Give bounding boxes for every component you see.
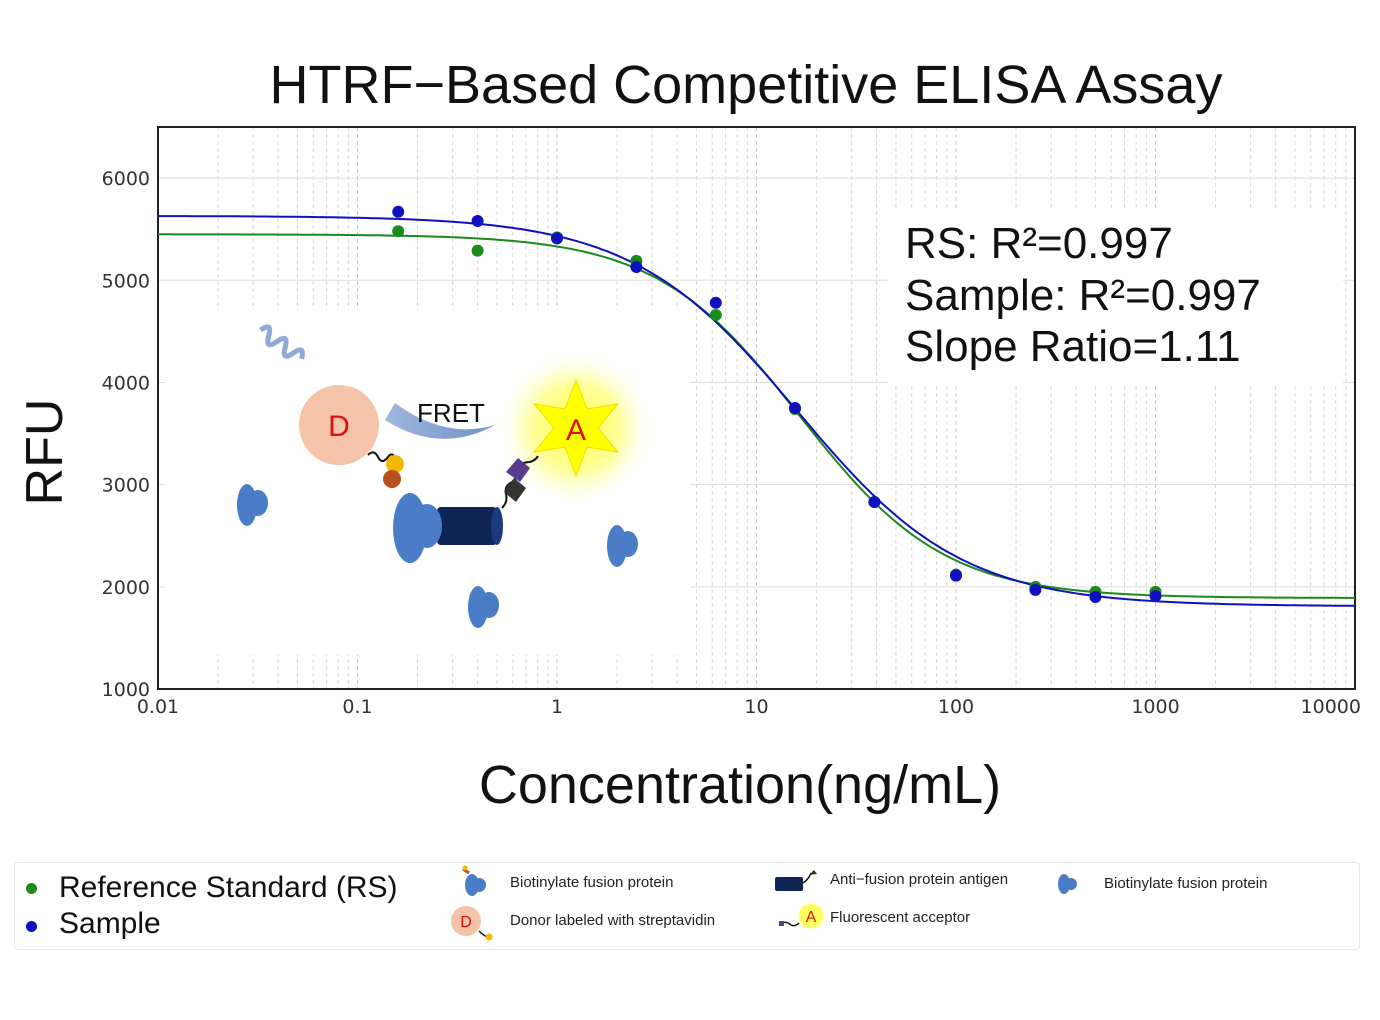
y-tick-label: 6000: [102, 168, 150, 190]
svg-text:A: A: [806, 909, 817, 926]
y-tick-label: 1000: [102, 679, 150, 701]
streptavidin-icon: [383, 470, 401, 488]
donor-circle-icon: [299, 385, 379, 465]
legend-sample-marker: [26, 921, 37, 932]
data-points: [392, 205, 1162, 604]
fret-arrow-icon: [385, 403, 495, 439]
legend-item-biotinylate-2: Biotinylate fusion protein: [1104, 875, 1268, 892]
x-tick-label: 10: [744, 696, 768, 718]
donor-legend-icon: D: [451, 906, 493, 941]
antigen-legend-icon: [775, 870, 817, 891]
sample-data-point: [392, 205, 405, 218]
stats-backdrop: [888, 208, 1343, 386]
y-axis-label: RFU: [16, 399, 74, 506]
legend-rs-marker: [26, 883, 37, 894]
fret-illustration: D FRET A: [165, 310, 690, 655]
sample-data-point: [630, 260, 643, 273]
legend-rs-label: Reference Standard (RS): [59, 871, 398, 904]
acceptor-tag-icon: [506, 458, 530, 482]
linker-left-icon: [367, 451, 397, 462]
y-tick-label: 5000: [102, 270, 150, 292]
acceptor-legend-icon: A: [779, 899, 828, 933]
chart-title: HTRF−Based Competitive ELISA Assay: [270, 55, 1223, 115]
antigen-bar-end-icon: [491, 507, 503, 545]
acceptor-letter: A: [566, 414, 586, 447]
sample-data-point: [1089, 591, 1102, 604]
excitation-wave-icon: [259, 324, 305, 360]
antibody-tag-icon: [504, 478, 526, 502]
stats-sample: Sample: R²=0.997: [905, 271, 1261, 320]
legend-item-acceptor: Fluorescent acceptor: [830, 909, 971, 926]
y-tick-label: 4000: [102, 372, 150, 394]
stats-slope-ratio: Slope Ratio=1.11: [905, 322, 1241, 371]
sample-data-point: [868, 496, 881, 509]
fusion-protein-icon: [237, 484, 268, 526]
donor-letter: D: [328, 410, 350, 443]
rs-data-point: [392, 225, 405, 238]
sample-data-point: [789, 402, 802, 414]
y-tick-label: 3000: [102, 475, 150, 497]
sample-data-point: [950, 569, 962, 582]
x-tick-label: 0.1: [342, 696, 372, 718]
svg-text:D: D: [460, 914, 472, 931]
fusion-protein-icon: [468, 586, 499, 628]
sample-data-point: [1149, 590, 1162, 603]
legend-sample-label: Sample: [59, 907, 161, 940]
x-axis-label: Concentration(ng/mL): [479, 755, 1001, 815]
x-tick-labels: 0.01 0.1 1 10 100 1000 10000: [137, 696, 1361, 718]
x-tick-label: 0.01: [137, 696, 179, 718]
antigen-bar-icon: [437, 507, 497, 545]
x-tick-label: 1000: [1131, 696, 1179, 718]
fret-label: FRET: [417, 398, 485, 428]
acceptor-star-icon: [533, 378, 619, 478]
y-tick-label: 2000: [102, 577, 150, 599]
legend-item-biotinylate: Biotinylate fusion protein: [510, 874, 674, 891]
x-tick-label: 1: [551, 696, 563, 718]
y-tick-labels: 1000 2000 3000 4000 5000 6000: [102, 168, 150, 701]
legend-item-antigen: Anti−fusion protein antigen: [830, 871, 1009, 888]
fusion-protein-large-icon: [393, 493, 442, 563]
sample-data-point: [471, 215, 484, 228]
sample-data-point: [551, 232, 563, 245]
sample-data-point: [1029, 583, 1042, 596]
fusion-protein-icon: [607, 525, 638, 567]
sample-data-point: [709, 296, 722, 309]
rs-data-point: [471, 244, 484, 257]
stats-rs: RS: R²=0.997: [905, 219, 1173, 268]
biotin-fusion-icon: [462, 865, 486, 896]
biotin-icon: [386, 455, 404, 473]
legend: Reference Standard (RS) Sample Biotinyla…: [14, 862, 1360, 950]
chart: HTRF−Based Competitive ELISA Assay 1000 2…: [16, 55, 1361, 815]
x-tick-label: 10000: [1301, 696, 1361, 718]
legend-item-donor: Donor labeled with streptavidin: [510, 912, 716, 929]
fusion-protein-legend-icon: [1058, 874, 1077, 894]
x-tick-label: 100: [938, 696, 974, 718]
rs-data-point: [709, 309, 722, 322]
plot-border: [157, 126, 1356, 690]
